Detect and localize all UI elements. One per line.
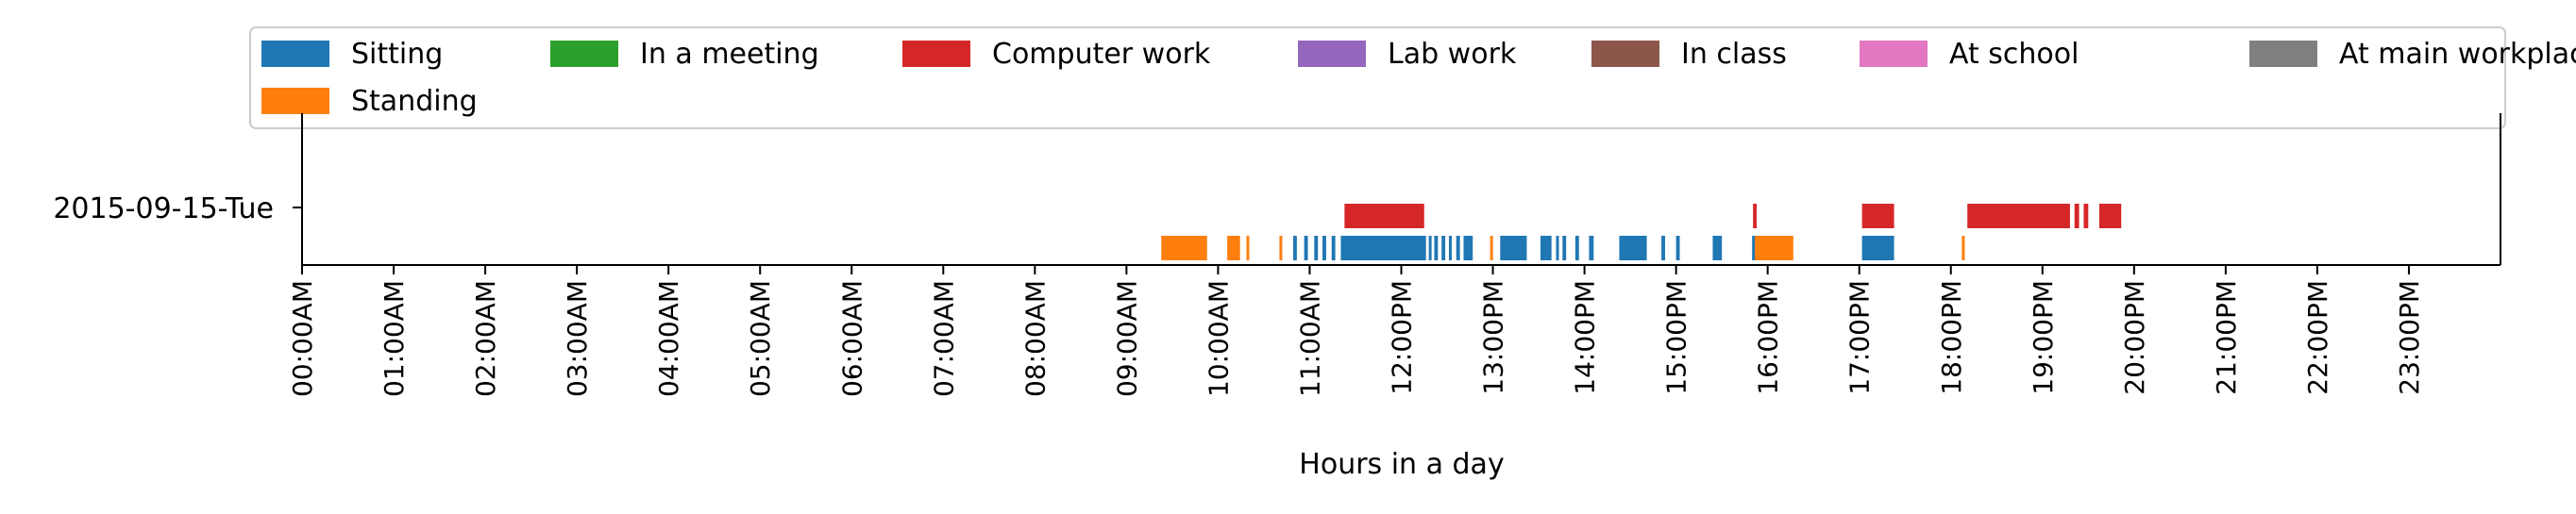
x-tick-label: 03:00AM — [562, 280, 593, 397]
bar-standing — [1961, 236, 1965, 260]
legend-label: At main workplace — [2339, 38, 2576, 71]
x-tick-label: 04:00AM — [653, 280, 684, 397]
bar-sitting — [1448, 236, 1452, 260]
bar-sitting — [1340, 236, 1426, 260]
bar-sitting — [1314, 236, 1319, 260]
legend-label: Sitting — [351, 38, 443, 71]
legend-frame — [249, 26, 2506, 129]
x-tick-label: 23:00PM — [2394, 280, 2425, 395]
bar-sitting — [1331, 236, 1336, 260]
bar-sitting — [1661, 236, 1665, 260]
x-tick-label: 17:00PM — [1844, 280, 1876, 395]
bar-sitting — [1752, 236, 1758, 260]
bar-standing — [1227, 236, 1240, 260]
axes: 2015-09-15-Tue Hours in a day 00:00AM 01:… — [53, 113, 2501, 481]
bar-sitting — [1456, 236, 1460, 260]
legend-label: At school — [1949, 38, 2079, 71]
x-tick-label: 09:00AM — [1111, 280, 1142, 397]
bar-sitting — [1292, 236, 1297, 260]
bar-sitting — [1322, 236, 1326, 260]
x-tick-label: 12:00PM — [1387, 280, 1418, 395]
bar-computer-work — [2098, 204, 2122, 228]
x-tick-label: 13:00PM — [1478, 280, 1509, 395]
x-tick-label: 05:00AM — [745, 280, 776, 397]
bar-sitting — [1463, 236, 1473, 260]
y-tick-label: 2015-09-15-Tue — [53, 192, 274, 225]
bar-sitting — [1434, 236, 1439, 260]
x-tick-label: 14:00PM — [1570, 280, 1601, 395]
bar-standing — [1246, 236, 1250, 260]
x-tick-label: 08:00AM — [1019, 280, 1051, 397]
x-axis-label: Hours in a day — [1299, 448, 1504, 481]
x-tick-label: 01:00AM — [379, 280, 410, 397]
bar-sitting — [1441, 236, 1446, 260]
bar-computer-work — [1344, 204, 1424, 228]
legend-swatch — [1860, 41, 1928, 67]
x-tick-label: 20:00PM — [2119, 280, 2150, 395]
bar-standing — [1161, 236, 1207, 260]
legend-swatch — [2249, 41, 2317, 67]
x-tick-label: 00:00AM — [287, 280, 318, 397]
legend-swatch — [1298, 41, 1366, 67]
x-tick-label: 22:00PM — [2302, 280, 2333, 395]
x-tick-label: 10:00AM — [1203, 280, 1234, 397]
legend: Sitting Standing In a meeting Computer work… — [249, 26, 2576, 129]
bar-sitting — [1589, 236, 1594, 260]
x-tick-label: 07:00AM — [928, 280, 959, 397]
x-tick-label: 02:00AM — [470, 280, 501, 397]
plot-area — [1161, 204, 2122, 260]
legend-swatch — [261, 41, 329, 67]
bar-sitting — [1500, 236, 1527, 260]
x-tick-label: 15:00PM — [1661, 280, 1692, 395]
legend-label: Lab work — [1388, 38, 1517, 71]
legend-label: In a meeting — [640, 38, 819, 71]
bar-sitting — [1556, 236, 1559, 260]
legend-label: Computer work — [992, 38, 1211, 71]
bar-computer-work — [2074, 204, 2079, 228]
bar-computer-work — [2083, 204, 2089, 228]
bar-sitting — [1428, 236, 1432, 260]
bar-computer-work — [1753, 204, 1758, 228]
bar-standing — [1755, 236, 1793, 260]
legend-swatch — [1591, 41, 1659, 67]
bar-standing — [1490, 236, 1493, 260]
x-tick-label: 18:00PM — [1936, 280, 1967, 395]
bar-sitting — [1562, 236, 1567, 260]
bar-sitting — [1541, 236, 1552, 260]
bar-sitting — [1619, 236, 1647, 260]
bar-sitting — [1574, 236, 1579, 260]
legend-swatch — [902, 41, 970, 67]
legend-label: In class — [1681, 38, 1787, 71]
bar-standing — [1279, 236, 1283, 260]
bar-computer-work — [1967, 204, 2070, 228]
legend-label: Standing — [351, 85, 478, 118]
bar-sitting — [1304, 236, 1308, 260]
bar-sitting — [1675, 236, 1680, 260]
x-tick-label: 11:00AM — [1294, 280, 1325, 397]
x-tick-label: 21:00PM — [2211, 280, 2242, 395]
x-tick-label: 06:00AM — [836, 280, 867, 397]
x-tick-label: 16:00PM — [1753, 280, 1784, 395]
bar-sitting — [1712, 236, 1723, 260]
x-tick-label: 19:00PM — [2028, 280, 2059, 395]
legend-swatch — [550, 41, 618, 67]
bar-sitting — [1861, 236, 1894, 260]
bar-computer-work — [1861, 204, 1894, 228]
legend-swatch — [261, 88, 329, 114]
